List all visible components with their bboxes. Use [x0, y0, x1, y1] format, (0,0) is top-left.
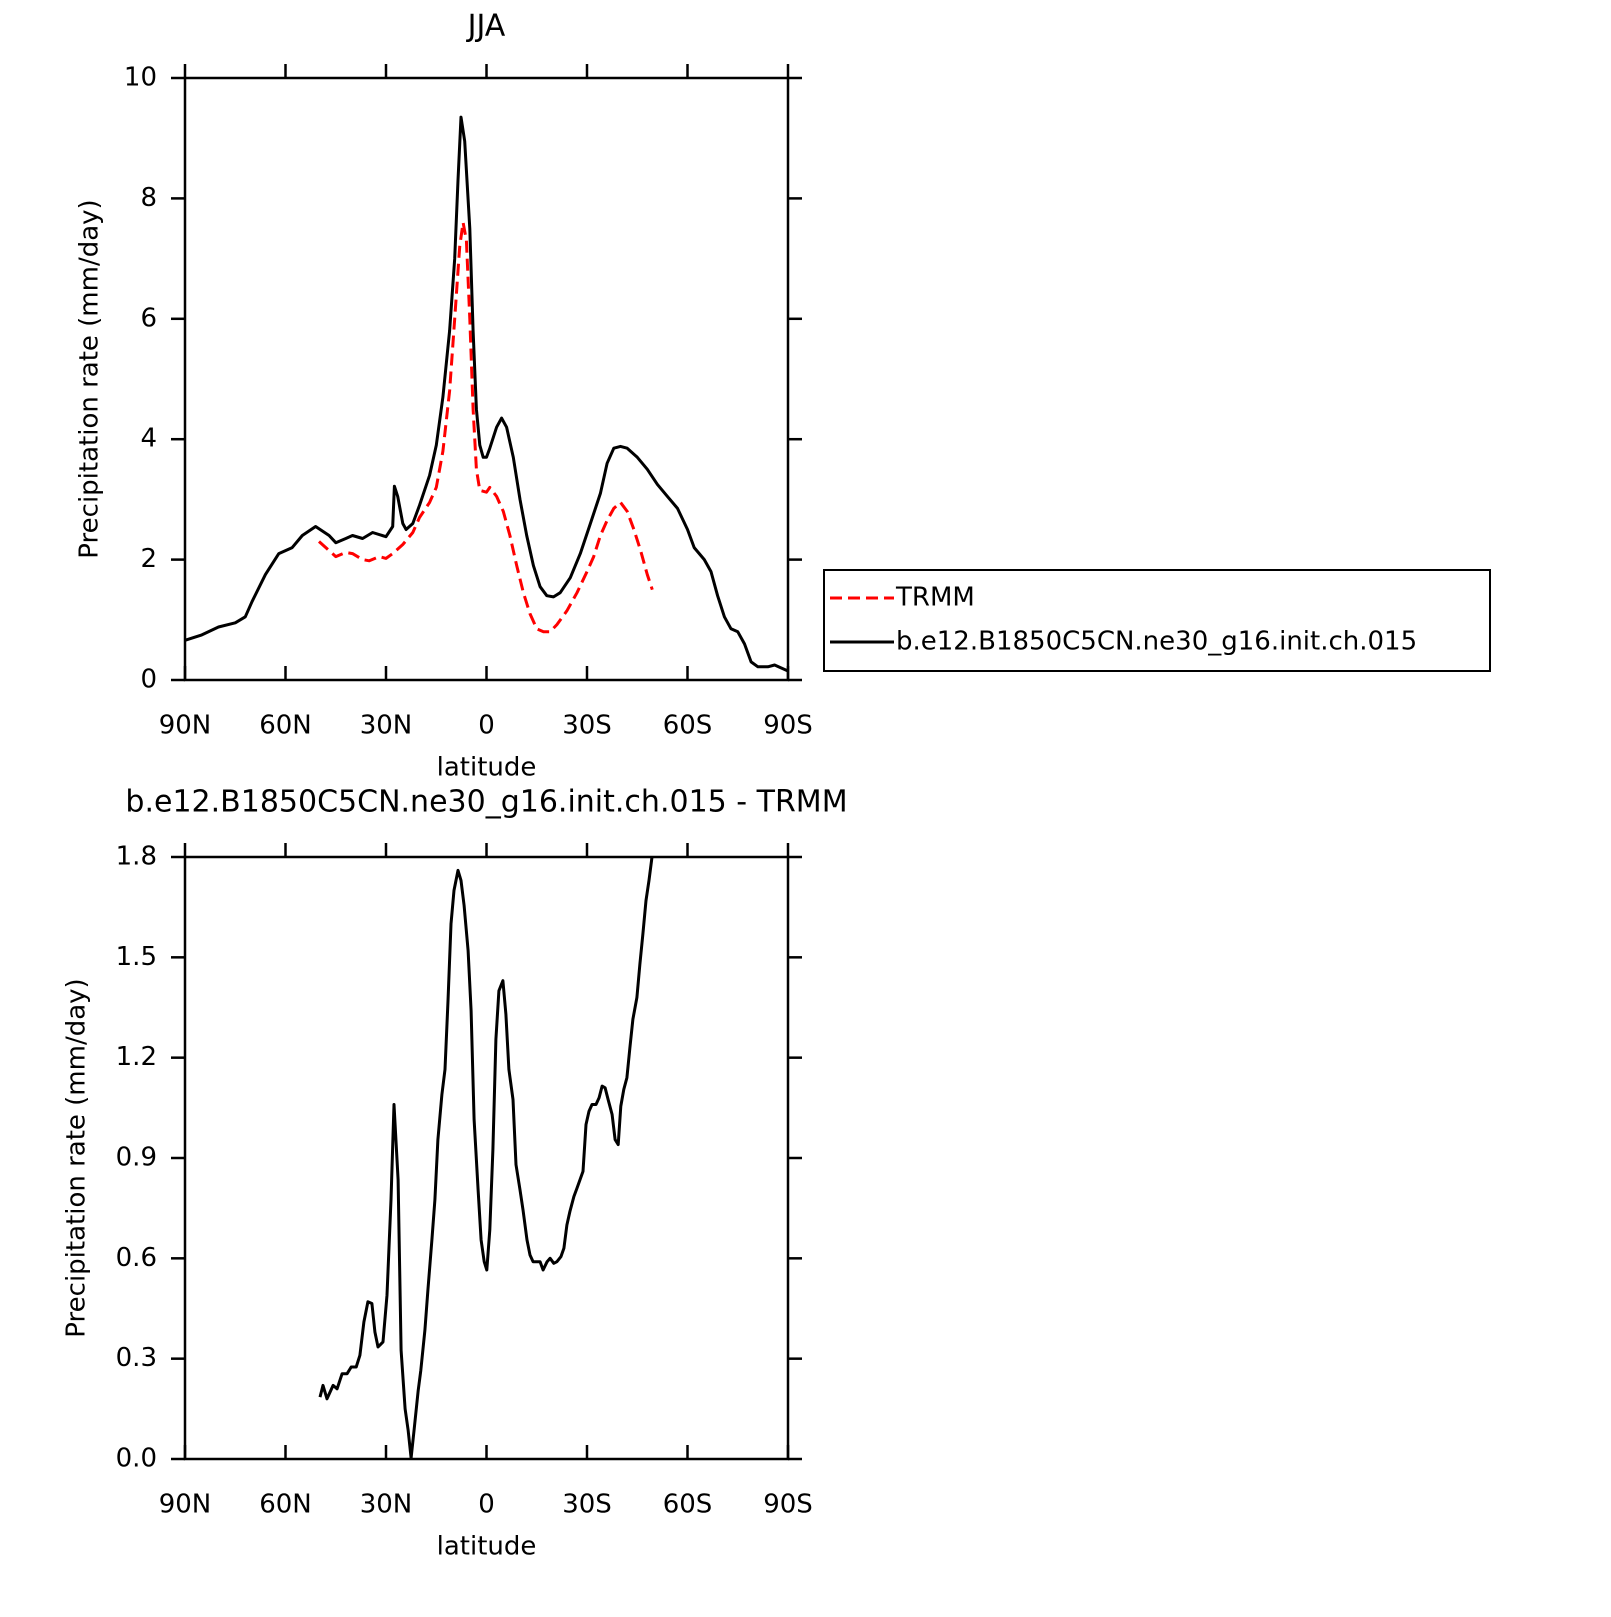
x-tick-label: 0 — [478, 711, 495, 741]
x-tick-label: 60S — [663, 1490, 713, 1520]
legend-label: TRMM — [895, 583, 975, 613]
x-tick-label: 30N — [360, 711, 413, 741]
chart-title: b.e12.B1850C5CN.ne30_g16.init.ch.015 - T… — [125, 785, 847, 820]
x-axis-label: latitude — [437, 753, 537, 783]
y-tick-label: 4 — [140, 424, 157, 454]
chart-title: JJA — [466, 9, 506, 44]
data-line — [318, 856, 654, 1460]
y-axis-label: Precipitation rate (mm/day) — [75, 199, 105, 558]
data-line — [184, 115, 789, 673]
x-tick-label: 30S — [562, 711, 612, 741]
x-axis-label: latitude — [437, 1532, 537, 1562]
x-tick-label: 60N — [259, 711, 312, 741]
x-tick-label: 60S — [663, 711, 713, 741]
x-tick-label: 90S — [763, 1490, 813, 1520]
y-tick-label: 0 — [140, 665, 157, 695]
data-line — [317, 221, 654, 634]
y-tick-label: 6 — [140, 303, 157, 333]
y-tick-label: 0.9 — [116, 1143, 157, 1173]
x-tick-label: 30S — [562, 1490, 612, 1520]
x-tick-label: 90N — [159, 1490, 212, 1520]
x-tick-label: 90N — [159, 711, 212, 741]
plot-frame — [183, 76, 790, 682]
legend: TRMM b.e12.B1850C5CN.ne30_g16.init.ch.015 — [823, 569, 1491, 672]
y-tick-label: 0.6 — [116, 1243, 157, 1273]
x-tick-label: 90S — [763, 711, 813, 741]
legend-label: b.e12.B1850C5CN.ne30_g16.init.ch.015 — [896, 627, 1417, 657]
legend-box — [823, 569, 1491, 672]
y-tick-label: 1.8 — [116, 842, 157, 872]
y-tick-label: 0.3 — [116, 1343, 157, 1373]
y-tick-label: 8 — [140, 183, 157, 213]
y-tick-label: 2 — [140, 544, 157, 574]
y-axis-label: Precipitation rate (mm/day) — [62, 978, 92, 1337]
y-tick-label: 1.2 — [116, 1042, 157, 1072]
x-tick-label: 30N — [360, 1490, 413, 1520]
y-tick-label: 10 — [124, 63, 157, 93]
plot-frame — [183, 855, 790, 1461]
y-tick-label: 1.5 — [116, 942, 157, 972]
x-tick-label: 60N — [259, 1490, 312, 1520]
y-tick-label: 0.0 — [116, 1444, 157, 1474]
x-tick-label: 0 — [478, 1490, 495, 1520]
